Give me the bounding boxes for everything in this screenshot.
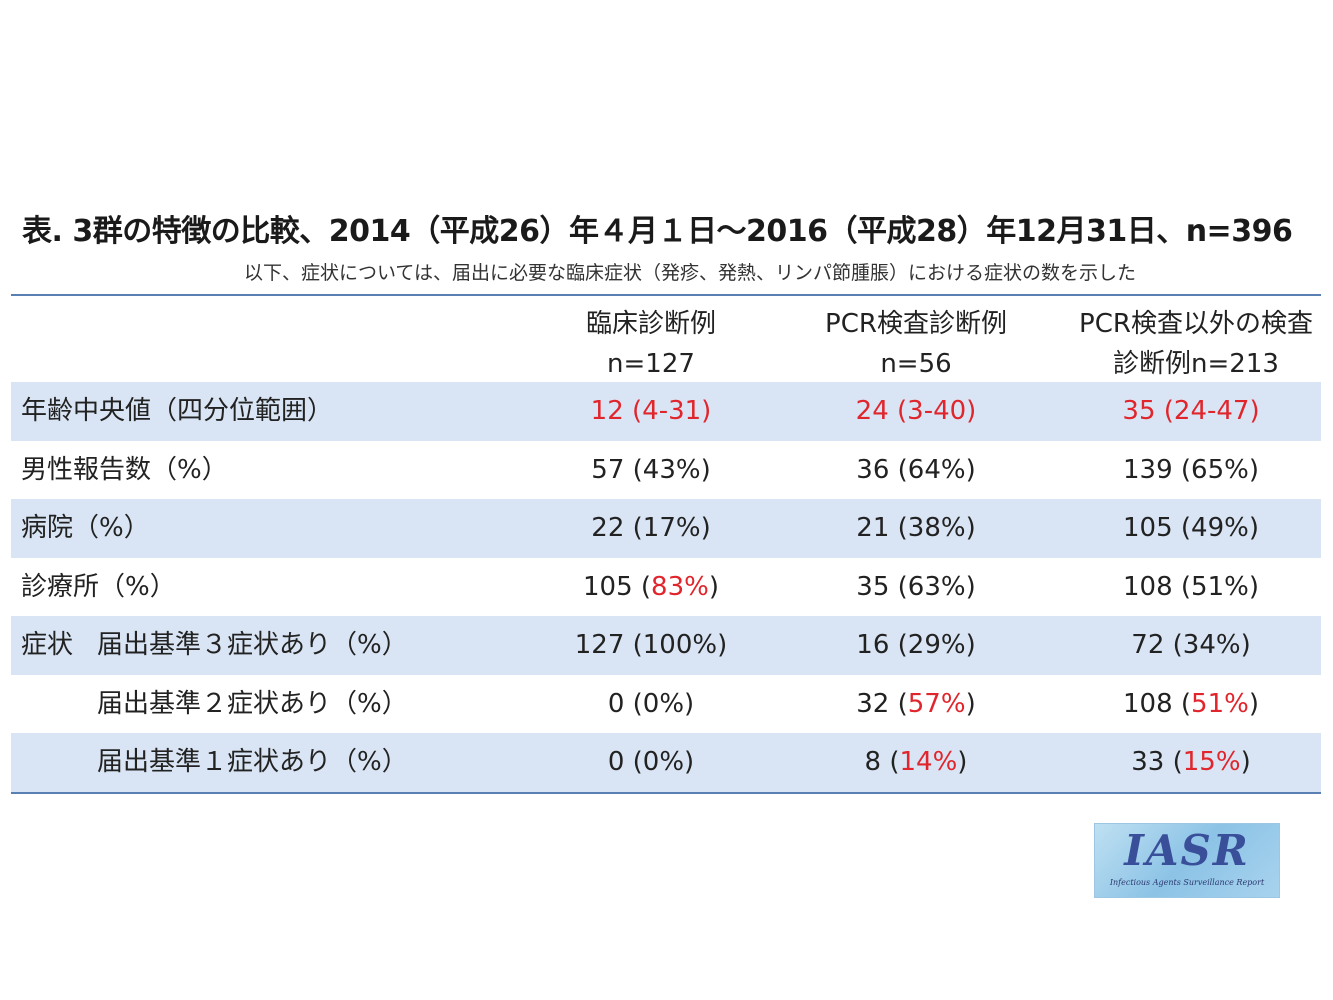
cell-value-prefix: 32 (	[856, 688, 908, 719]
cell-value-highlight: 15%	[1182, 747, 1241, 777]
cell-clinical: 127 (100%)	[574, 630, 728, 660]
column-header-line2: 診断例n=213	[1113, 349, 1279, 379]
cell-pcr: 8 (14%)	[816, 733, 1016, 792]
logo-tagline: Infectious Agents Surveillance Report	[1109, 878, 1265, 887]
cell-clinical: 22 (17%)	[591, 513, 711, 543]
comparison-table: 臨床診断例 n=127 PCR検査診断例 n=56 PCR検査以外の検査 診断例…	[11, 294, 1321, 794]
row-label: 年齢中央値（四分位範囲）	[21, 396, 334, 426]
table-row-symptoms-1: 届出基準１症状あり（%） 0 (0%) 8 (14%) 33 (15%)	[11, 733, 1321, 792]
column-header-pcr: PCR検査診断例 n=56	[806, 304, 1026, 384]
cell-non-pcr: 72 (34%)	[1131, 630, 1251, 660]
cell-value-prefix: 105 (	[583, 571, 652, 602]
cell-pcr: 35 (63%)	[856, 571, 976, 602]
table-header-row: 臨床診断例 n=127 PCR検査診断例 n=56 PCR検査以外の検査 診断例…	[11, 296, 1321, 382]
row-label: 届出基準２症状あり（%）	[97, 688, 408, 719]
cell-value-suffix: )	[1248, 688, 1259, 719]
cell-non-pcr: 108 (51%)	[1081, 675, 1301, 734]
column-header-line2: n=127	[607, 349, 695, 379]
cell-value-highlight: 51%	[1191, 688, 1249, 719]
table-row-symptoms-3: 症状 届出基準３症状あり（%） 127 (100%) 16 (29%) 72 (…	[11, 616, 1321, 675]
cell-value-highlight: 57%	[907, 688, 966, 719]
column-header-clinical: 臨床診断例 n=127	[541, 304, 761, 384]
cell-clinical: 12 (4-31)	[590, 396, 712, 426]
cell-non-pcr: 105 (49%)	[1123, 513, 1259, 543]
cell-value-highlight: 83%	[651, 571, 709, 602]
table-row-clinic: 診療所（%） 105 (83%) 35 (63%) 108 (51%)	[11, 558, 1321, 617]
table-top-rule	[11, 294, 1321, 296]
cell-clinical: 0 (0%)	[607, 747, 695, 777]
row-label: 届出基準１症状あり（%）	[97, 747, 408, 777]
table-subtitle: 以下、症状については、届出に必要な臨床症状（発疹、発熱、リンパ節腫脹）における症…	[244, 262, 1137, 284]
column-header-line2: n=56	[880, 349, 952, 379]
column-header-non-pcr: PCR検査以外の検査 診断例n=213	[1051, 304, 1333, 384]
cell-clinical: 0 (0%)	[607, 688, 695, 719]
row-group-label: 症状	[21, 630, 74, 660]
column-header-line1: PCR検査以外の検査	[1079, 309, 1313, 339]
cell-clinical: 105 (83%)	[551, 558, 751, 617]
cell-value-prefix: 108 (	[1123, 688, 1192, 719]
row-label: 男性報告数（%）	[21, 454, 228, 485]
cell-value-suffix: )	[1240, 747, 1251, 777]
cell-value-suffix: )	[965, 688, 976, 719]
cell-value-suffix: )	[708, 571, 719, 602]
cell-value-prefix: 33 (	[1131, 747, 1183, 777]
cell-value-highlight: 14%	[899, 747, 958, 777]
table-title: 表. 3群の特徴の比較、2014（平成26）年４月１日〜2016（平成28）年1…	[22, 214, 1293, 249]
cell-non-pcr: 108 (51%)	[1123, 571, 1259, 602]
column-header-line1: PCR検査診断例	[825, 309, 1007, 339]
iasr-logo: IASR Infectious Agents Surveillance Repo…	[1094, 823, 1280, 898]
table-bottom-rule	[11, 791, 1321, 794]
cell-non-pcr: 139 (65%)	[1123, 454, 1259, 485]
cell-pcr: 36 (64%)	[856, 454, 976, 485]
row-label: 病院（%）	[21, 513, 150, 543]
logo-wordmark: IASR	[1124, 826, 1250, 875]
cell-pcr: 16 (29%)	[856, 630, 976, 660]
column-header-line1: 臨床診断例	[585, 309, 716, 339]
cell-non-pcr: 33 (15%)	[1081, 733, 1301, 792]
row-label: 届出基準３症状あり（%）	[97, 630, 408, 660]
table-row-hospital: 病院（%） 22 (17%) 21 (38%) 105 (49%)	[11, 499, 1321, 558]
cell-value-suffix: )	[957, 747, 968, 777]
cell-pcr: 32 (57%)	[816, 675, 1016, 734]
table-row-symptoms-2: 届出基準２症状あり（%） 0 (0%) 32 (57%) 108 (51%)	[11, 675, 1321, 734]
table-row-age: 年齢中央値（四分位範囲） 12 (4-31) 24 (3-40) 35 (24-…	[11, 382, 1321, 441]
cell-value-prefix: 8 (	[864, 747, 900, 777]
table-row-male: 男性報告数（%） 57 (43%) 36 (64%) 139 (65%)	[11, 441, 1321, 500]
cell-non-pcr: 35 (24-47)	[1122, 396, 1260, 426]
cell-pcr: 24 (3-40)	[855, 396, 977, 426]
cell-clinical: 57 (43%)	[591, 454, 711, 485]
cell-pcr: 21 (38%)	[856, 513, 976, 543]
row-label: 診療所（%）	[21, 571, 176, 602]
